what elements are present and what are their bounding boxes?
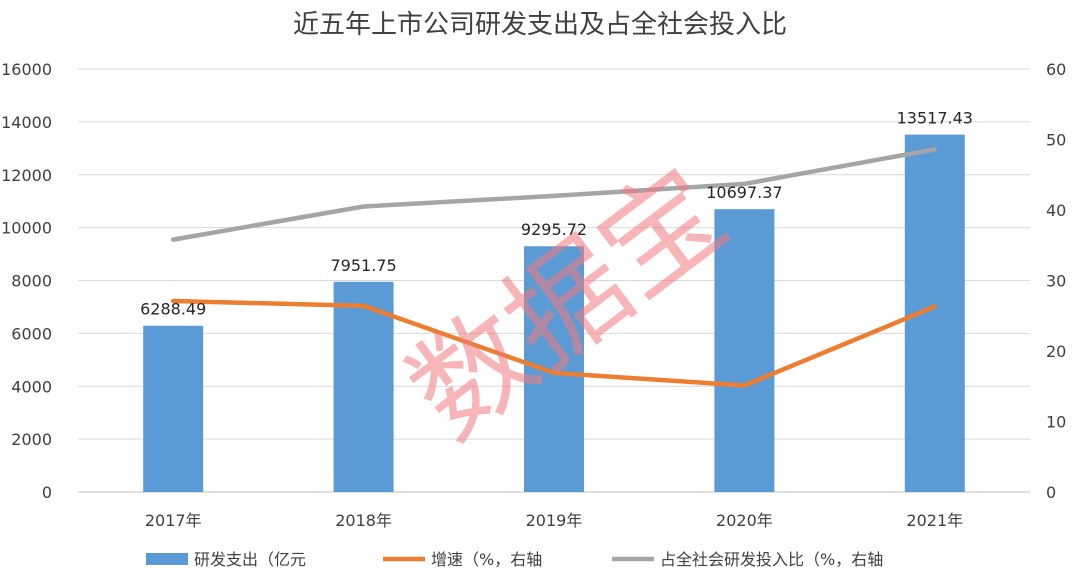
bar: [333, 281, 394, 492]
y-left-tick-label: 0: [42, 483, 52, 502]
bar-data-label: 9295.72: [521, 220, 587, 239]
y-left-tick-label: 12000: [1, 166, 52, 185]
y-left-tick-label: 14000: [1, 113, 52, 132]
x-tick-label: 2020年: [716, 511, 773, 530]
bar-series: [143, 134, 965, 493]
line-series: [170, 147, 938, 388]
bar-data-label: 6288.49: [140, 300, 206, 319]
data-labels: 6288.49 7951.75 9295.72 10697.37 13517.43: [140, 109, 973, 319]
x-tick-label: 2018年: [335, 511, 392, 530]
y-left-tick-label: 8000: [11, 272, 52, 291]
line-series-path: [170, 147, 938, 242]
bar-data-label: 10697.37: [706, 183, 782, 202]
bar: [143, 325, 204, 492]
bar-data-label: 7951.75: [331, 256, 397, 275]
x-tick-label: 2021年: [906, 511, 963, 530]
y-right-tick-label: 30: [1046, 272, 1066, 291]
y-left-tick-label: 10000: [1, 219, 52, 238]
y-left-tick-label: 4000: [11, 377, 52, 396]
y-right-tick-label: 10: [1046, 413, 1066, 432]
bar-data-label: 13517.43: [897, 109, 973, 128]
legend-label: 占全社会研发投入比（%，右轴: [660, 550, 883, 569]
x-tick-label: 2017年: [145, 511, 202, 530]
y-left-tick-label: 16000: [1, 60, 52, 79]
legend-swatch-bar: [146, 553, 188, 565]
y-right-tick-label: 50: [1046, 131, 1066, 150]
x-tick-label: 2019年: [526, 511, 583, 530]
y-right-tick-label: 40: [1046, 201, 1066, 220]
legend-label: 研发支出（亿元: [194, 550, 306, 569]
legend-label: 增速（%，右轴: [431, 550, 542, 569]
y-left-tick-label: 2000: [11, 430, 52, 449]
y-left-tick-label: 6000: [11, 324, 52, 343]
bar: [524, 246, 584, 492]
line-series-path: [170, 298, 938, 388]
y-right-tick-label: 60: [1046, 60, 1066, 79]
y-right-tick-label: 0: [1046, 483, 1056, 502]
legend: 研发支出（亿元 增速（%，右轴 占全社会研发投入比（%，右轴: [146, 550, 883, 569]
y-right-tick-label: 20: [1046, 342, 1066, 361]
chart-title: 近五年上市公司研发支出及占全社会投入比: [293, 10, 787, 40]
bar: [714, 209, 775, 492]
axes: 0 2000 4000 6000 8000 10000 12000 14000 16000 0 10…: [1, 60, 1066, 530]
